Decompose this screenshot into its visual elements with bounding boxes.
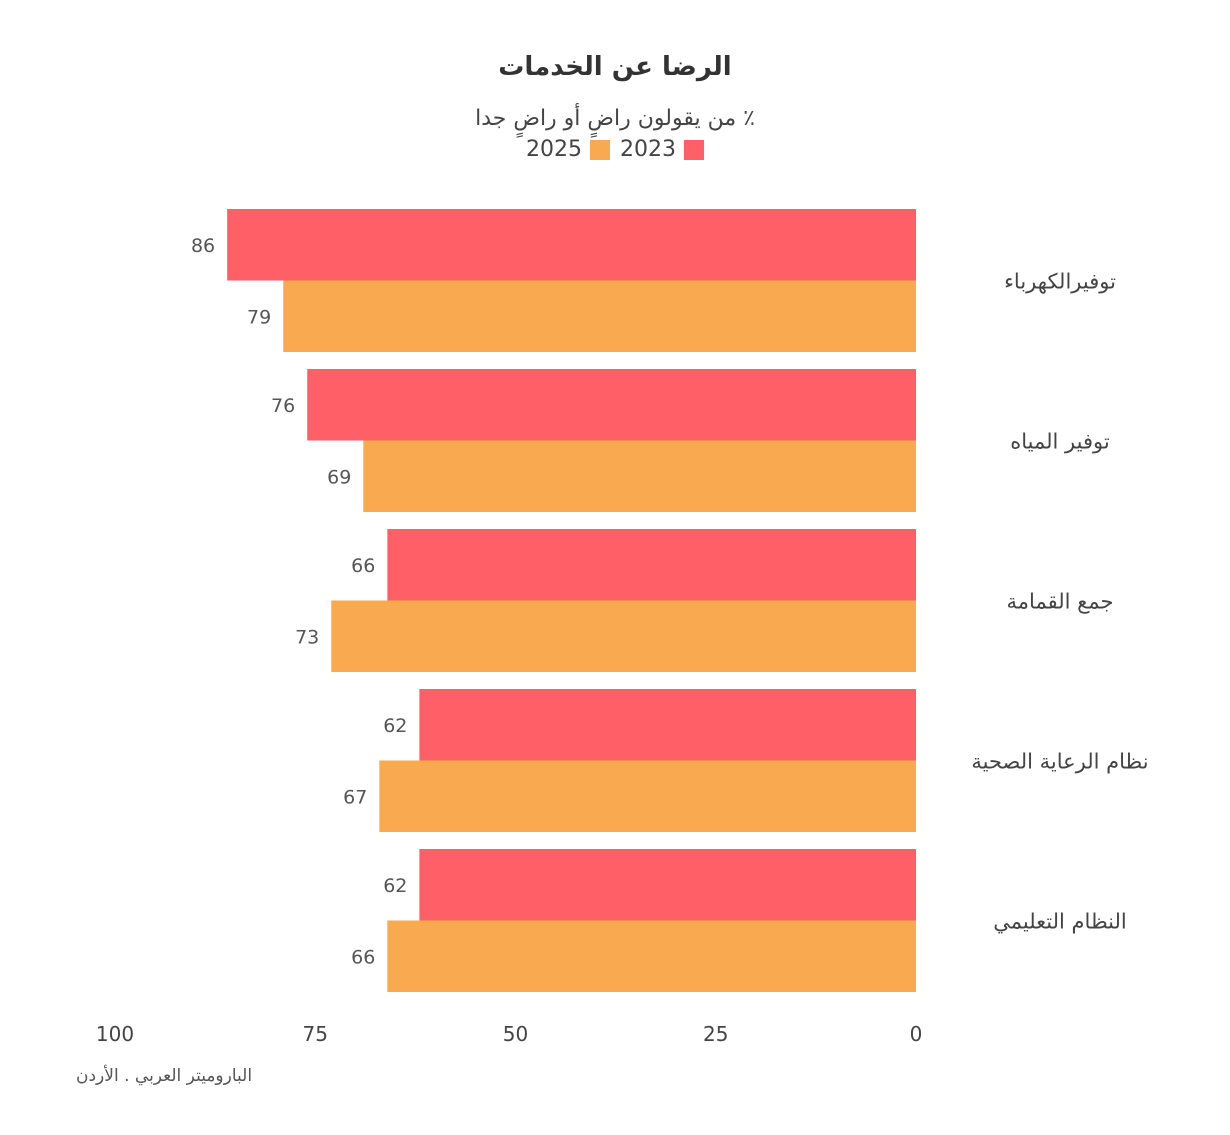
data-label-2025-4: 67 <box>343 786 367 808</box>
category-label-2: توفير المياه <box>1010 430 1110 454</box>
x-tick-label-5: 0 <box>910 1022 923 1046</box>
data-label-2023-3: 66 <box>351 555 375 577</box>
bar-2023-1 <box>227 209 916 281</box>
bar-2025-1 <box>283 280 917 352</box>
bar-2023-2 <box>307 369 916 441</box>
legend-swatch-2023 <box>684 139 704 160</box>
data-label-2025-5: 66 <box>351 946 375 968</box>
bar-2025-3 <box>331 600 916 672</box>
bar-2025-4 <box>379 760 917 832</box>
data-label-2023-2: 76 <box>271 395 295 417</box>
chart-subtitle: ٪ من يقولون راضٍ أو راضٍ جدا <box>475 106 755 131</box>
data-label-2023-4: 62 <box>383 715 407 737</box>
data-label-2025-2: 69 <box>327 466 351 488</box>
legend-label-2025: 2025 <box>526 137 582 162</box>
legend: 2025 2023 <box>0 137 1230 162</box>
data-label-2023-5: 62 <box>383 875 407 897</box>
legend-item-2023: 2023 <box>620 137 704 162</box>
legend-item-2025: 2025 <box>526 137 610 162</box>
legend-label-2023: 2023 <box>620 137 676 162</box>
category-label-1: توفيرالكهرباء <box>1004 270 1116 294</box>
x-tick-label-2: 75 <box>303 1022 328 1046</box>
category-label-3: جمع القمامة <box>1007 590 1114 614</box>
category-label-4: نظام الرعاية الصحية <box>971 750 1148 774</box>
bar-2023-5 <box>419 849 916 921</box>
x-tick-label-1: 100 <box>96 1022 134 1046</box>
data-label-2023-1: 86 <box>191 235 215 257</box>
data-label-2025-3: 73 <box>295 626 319 648</box>
bar-2025-2 <box>363 440 916 512</box>
data-label-2025-1: 79 <box>247 306 271 328</box>
bar-2023-3 <box>387 529 917 601</box>
legend-swatch-2025 <box>590 139 610 160</box>
bar-2025-5 <box>387 920 917 992</box>
chart-title: الرضا عن الخدمات <box>498 52 732 82</box>
x-tick-label-3: 50 <box>503 1022 528 1046</box>
category-label-5: النظام التعليمي <box>993 910 1127 934</box>
source-note: الباروميتر العربي . الأردن <box>76 1066 253 1086</box>
bar-2023-4 <box>419 689 916 761</box>
x-tick-label-4: 25 <box>703 1022 728 1046</box>
